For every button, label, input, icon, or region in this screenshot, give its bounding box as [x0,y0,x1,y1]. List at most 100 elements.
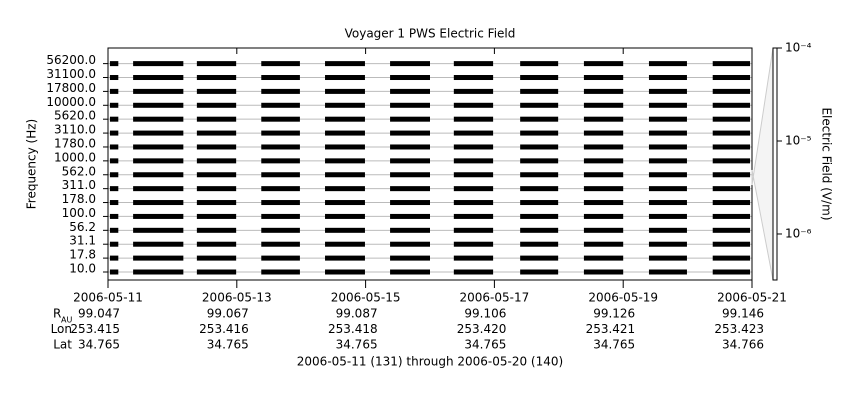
ephemeris-value: 34.765 [593,338,635,352]
ephemeris-value: 34.765 [336,338,378,352]
data-segment [133,116,184,122]
data-segment [453,158,494,164]
y-tick-label: 10000.0 [46,95,96,109]
data-segment [520,75,559,81]
data-segment [196,144,237,150]
data-segment [390,88,430,94]
x-tick-label: 2006-05-21 [717,291,787,305]
data-segment [583,130,624,136]
data-segment [648,102,687,108]
y-tick-label: 311.0 [62,178,96,192]
data-segment [520,144,559,150]
data-segment [712,116,751,122]
data-segment [325,116,365,122]
data-segment [583,102,624,108]
data-segment [453,186,494,192]
data-segment [196,102,237,108]
data-segment [390,75,430,81]
data-segment [453,241,494,247]
data-segment [453,75,494,81]
data-segment [712,102,751,108]
data-segment [453,269,494,275]
data-segment [520,116,559,122]
x-tick-label: 2006-05-15 [331,291,401,305]
data-segment [196,241,237,247]
y-tick-label: 562.0 [62,164,96,178]
data-segment [133,255,184,261]
data-segment [648,130,687,136]
data-segment [712,130,751,136]
data-segment [261,255,300,261]
data-segment [261,227,300,233]
data-segment [109,75,119,81]
data-segment [648,213,687,219]
y-tick-label: 56.2 [69,220,96,234]
data-segment [133,227,184,233]
data-segment [453,102,494,108]
data-segment [712,200,751,206]
data-segment [133,186,184,192]
data-segment [648,255,687,261]
data-segment [390,158,430,164]
data-segment [261,200,300,206]
data-segment [133,144,184,150]
data-segment [712,186,751,192]
data-segment [261,213,300,219]
data-segment [520,172,559,178]
y-axis-label: Frequency (Hz) [25,119,39,210]
data-segment [196,227,237,233]
data-segment [520,213,559,219]
ephemeris-value: 99.047 [78,307,120,321]
data-segment [109,213,119,219]
ephemeris-value: 99.067 [207,307,249,321]
data-segment [133,61,184,67]
data-segment [712,61,751,67]
data-segment [109,241,119,247]
data-segment [325,172,365,178]
ephemeris-value: 253.420 [457,322,507,336]
y-tick-label: 178.0 [62,192,96,206]
data-segment [453,200,494,206]
data-segment [325,200,365,206]
data-segment [648,116,687,122]
data-segment [648,88,687,94]
data-segment [109,227,119,233]
data-segment [648,200,687,206]
data-segment [196,158,237,164]
chart-title: Voyager 1 PWS Electric Field [345,27,516,41]
data-segment [261,172,300,178]
data-segment [520,186,559,192]
data-segment [390,144,430,150]
data-segment [261,269,300,275]
data-segment [583,88,624,94]
data-segment [261,130,300,136]
data-segment [520,61,559,67]
data-segment [325,158,365,164]
data-segment [109,144,119,150]
ephemeris-value: 99.126 [593,307,635,321]
data-segment [712,255,751,261]
data-segment [133,158,184,164]
data-segment [133,213,184,219]
ephemeris-label-sub: AU [61,316,72,325]
data-segment [196,130,237,136]
data-segment [648,75,687,81]
data-segment [390,227,430,233]
ephemeris-value: 253.416 [199,322,249,336]
data-segment [648,61,687,67]
data-segment [453,213,494,219]
data-segment [133,241,184,247]
y-tick-label: 100.0 [62,206,96,220]
data-segment [196,61,237,67]
data-segment [453,61,494,67]
y-tick-label: 31.1 [69,234,96,248]
data-segment [109,200,119,206]
data-segment [583,158,624,164]
data-segment [261,116,300,122]
data-segment [261,186,300,192]
data-segment [196,75,237,81]
colorbar-tick-label: 10⁻⁶ [785,226,812,240]
data-segment [712,75,751,81]
data-segment [196,88,237,94]
data-segment [390,186,430,192]
